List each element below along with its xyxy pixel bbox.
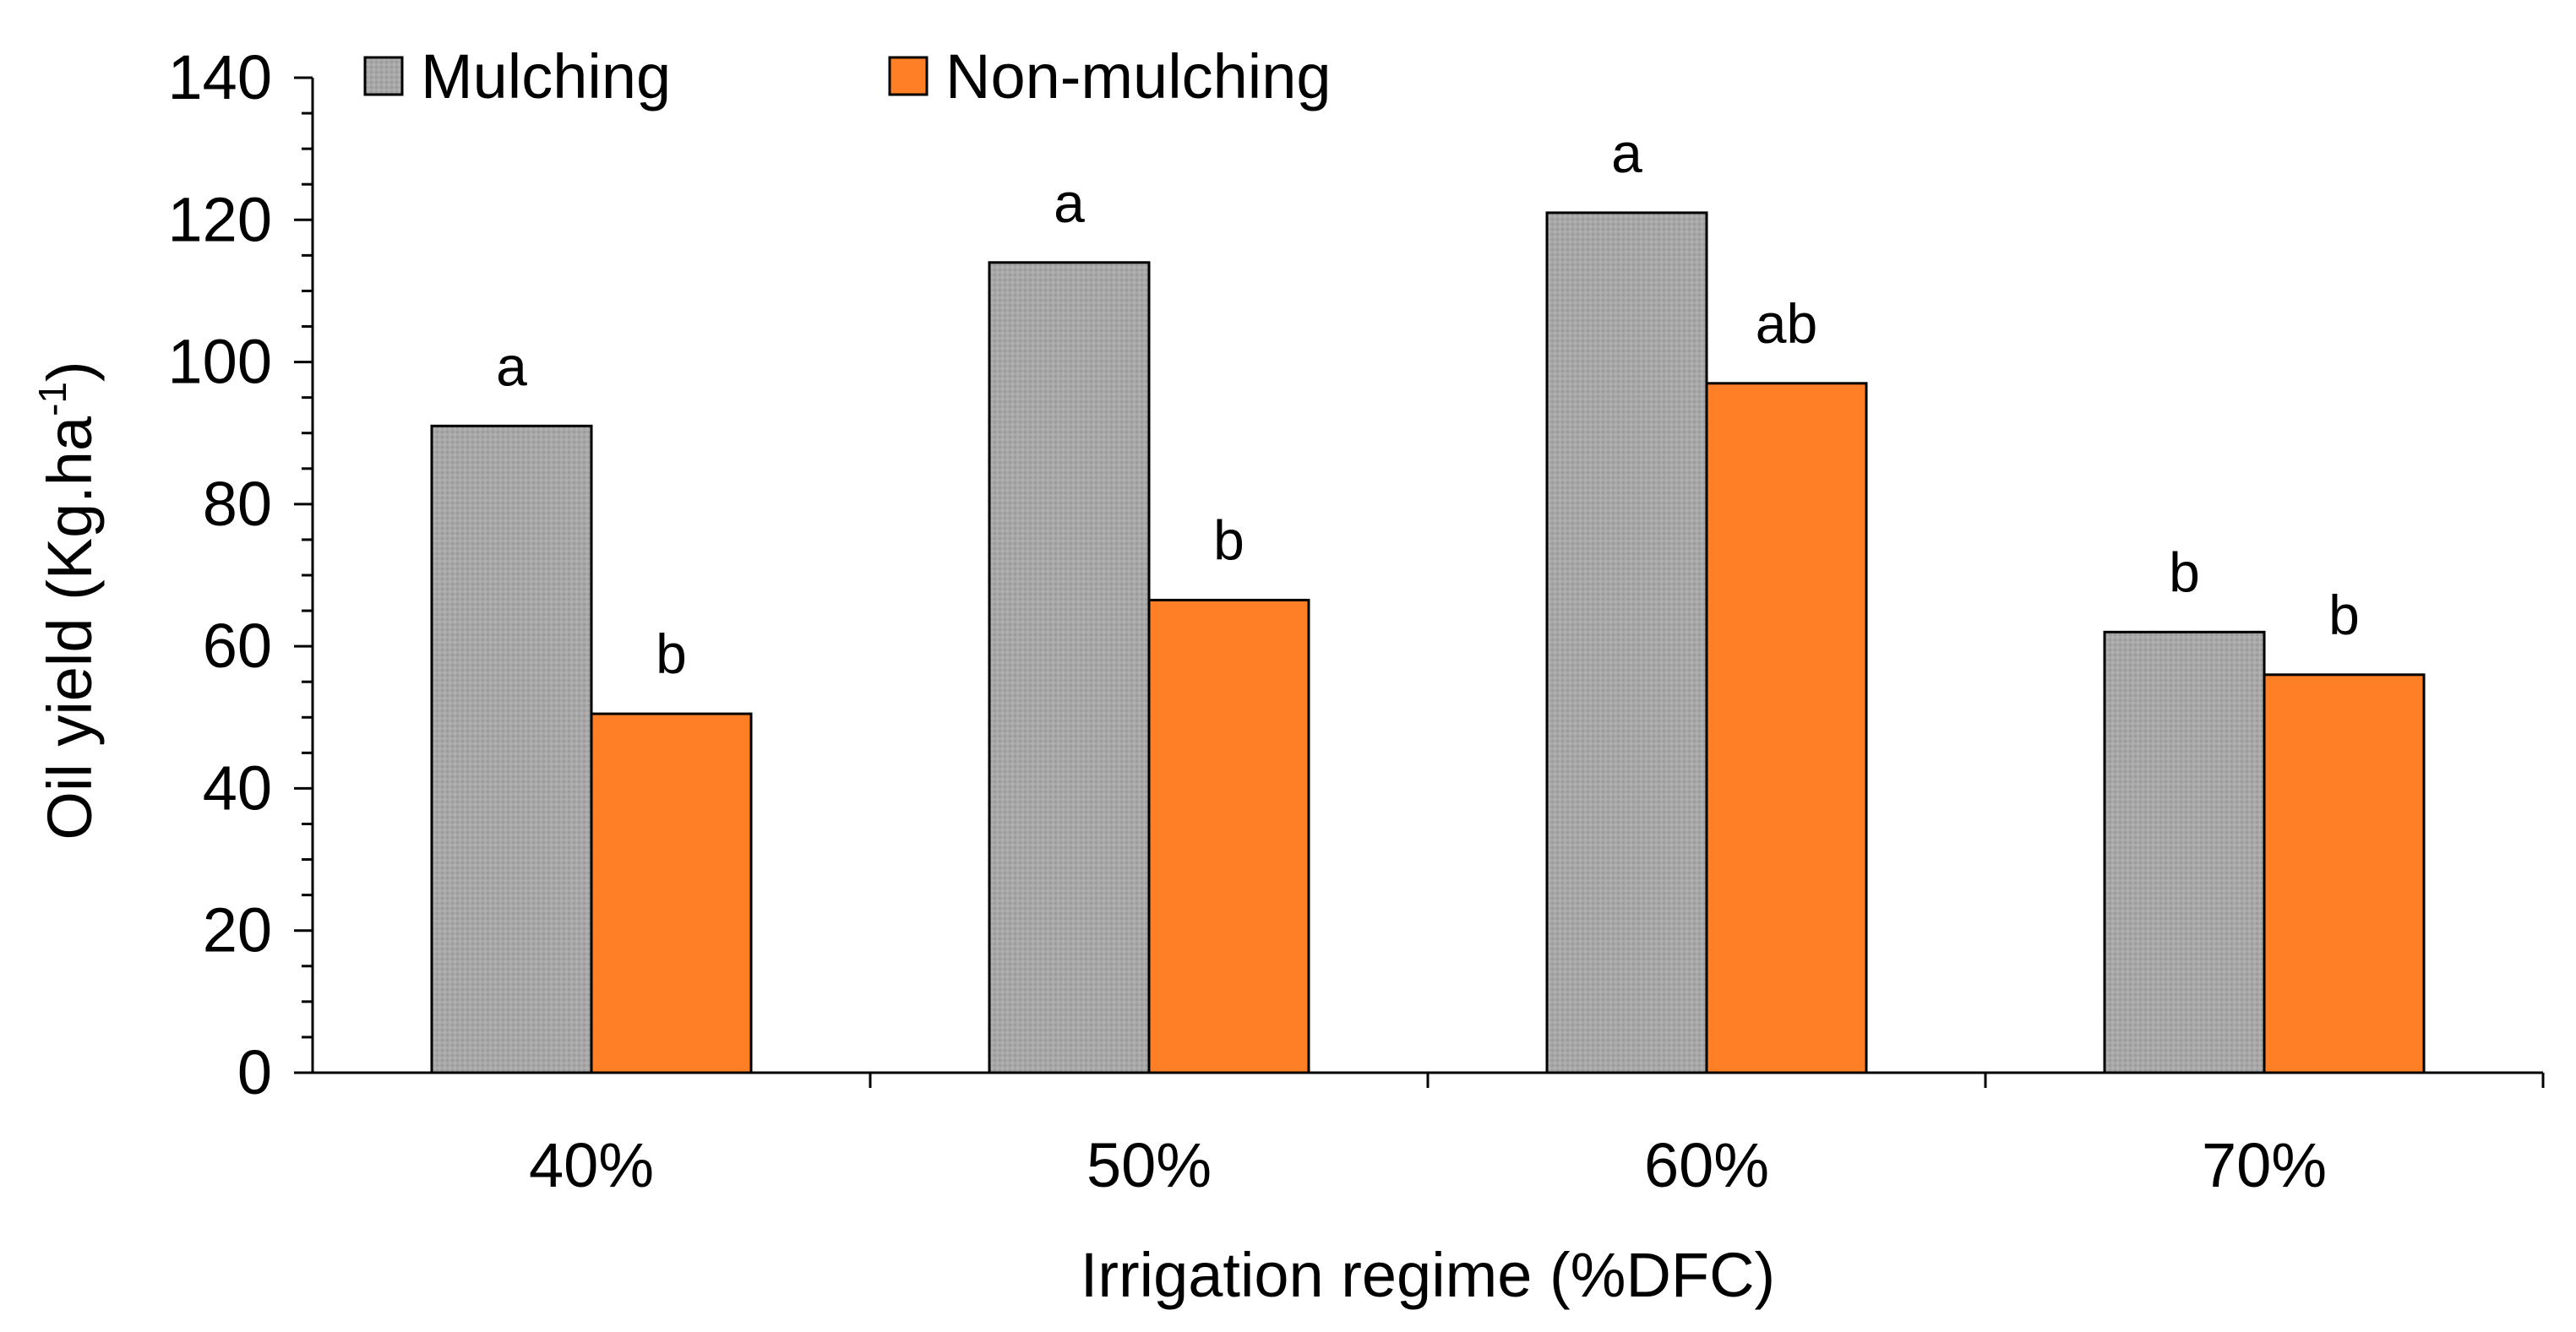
significance-label: a	[1611, 122, 1642, 184]
legend-label-non-mulching: Non-mulching	[945, 41, 1332, 111]
bar-mulching-3	[1545, 211, 1708, 1074]
bar-non-mulching-1	[590, 712, 753, 1074]
bar-non-mulching-4	[2263, 673, 2426, 1074]
bar-non-mulching-3	[1705, 382, 1868, 1074]
bar-mulching-2	[988, 261, 1151, 1074]
significance-label: b	[2328, 584, 2360, 646]
y-tick-label: 40	[203, 753, 272, 823]
bar-non-mulching-2	[1147, 598, 1310, 1074]
bars-layer	[430, 211, 2426, 1074]
x-axis-title: Irrigation regime (%DFC)	[1081, 1240, 1775, 1310]
y-tick-label: 120	[168, 184, 272, 254]
significance-label: a	[496, 334, 527, 397]
y-tick-label: 20	[203, 895, 272, 965]
y-tick-label: 140	[168, 42, 272, 112]
y-tick-label: 0	[237, 1037, 272, 1107]
bar-mulching-4	[2103, 630, 2266, 1074]
y-tick-label: 60	[203, 611, 272, 681]
significance-label: a	[1054, 171, 1085, 234]
y-tick-label: 80	[203, 469, 272, 539]
legend-swatch-non-mulching	[888, 56, 929, 96]
legend-label-mulching: Mulching	[421, 41, 671, 111]
y-axis-title-main: Oil yield (Kg.ha	[35, 416, 105, 840]
y-axis-title-superscript: -1	[30, 382, 74, 416]
significance-label: b	[656, 623, 687, 685]
x-tick-label: 60%	[1644, 1130, 1769, 1200]
y-tick-label: 100	[168, 327, 272, 397]
legend-swatch-mulching	[363, 56, 404, 96]
axes-layer	[294, 76, 2545, 1088]
significance-label: b	[2169, 541, 2200, 603]
y-axis-title: Oil yield (Kg.ha-1)	[30, 361, 105, 840]
significance-label: ab	[1756, 292, 1817, 355]
legend: Mulching Non-mulching	[363, 41, 1332, 111]
labels-layer: ab40%ab50%aab60%bb70%020406080100120140I…	[30, 42, 2360, 1310]
bar-mulching-1	[430, 424, 593, 1074]
x-tick-label: 70%	[2202, 1130, 2327, 1200]
significance-label: b	[1213, 508, 1244, 571]
y-axis-title-close: )	[35, 361, 105, 382]
x-tick-label: 50%	[1086, 1130, 1212, 1200]
x-tick-label: 40%	[529, 1130, 654, 1200]
